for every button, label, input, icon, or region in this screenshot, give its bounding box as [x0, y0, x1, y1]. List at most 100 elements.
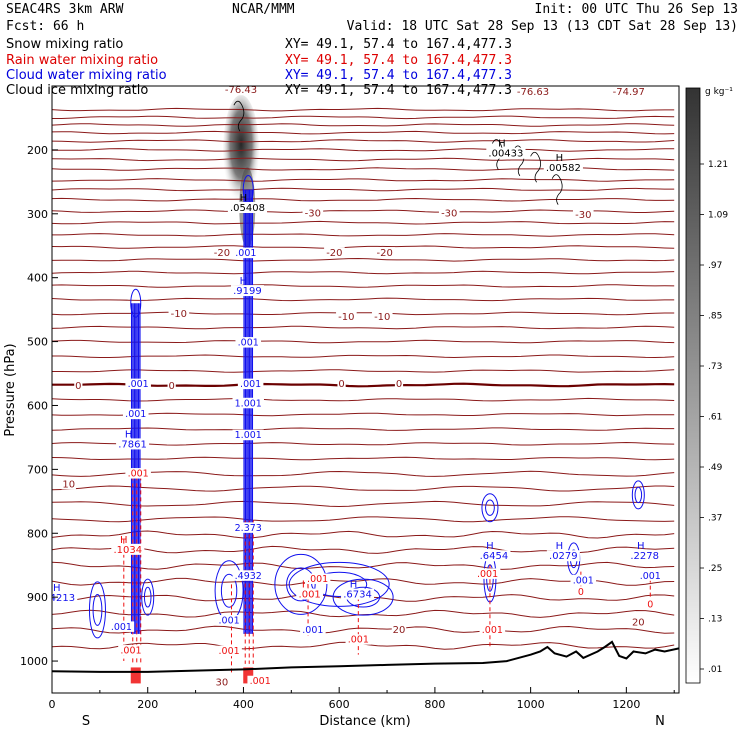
rain-value-label: .001 [482, 625, 503, 636]
temperature-contour-line [52, 427, 675, 431]
temperature-contour-label: 30 [216, 677, 229, 688]
temperature-contour-label-bg [61, 478, 76, 490]
y-tick-label: 400 [27, 272, 48, 285]
y-tick-label: 500 [27, 336, 48, 349]
cloud-water-contour [143, 586, 152, 608]
rain-value-label-bg [216, 645, 242, 657]
x-tick-label: 400 [233, 698, 254, 711]
x-tick-label: 800 [424, 698, 445, 711]
cloud-value-label: .001 [128, 379, 149, 390]
cloud-water-maximum-value: .9199 [233, 286, 262, 297]
temperature-contour-label-bg [324, 247, 345, 259]
temperature-contour-line [52, 115, 675, 120]
temperature-contour-label-bg [168, 307, 190, 319]
cloud-water-maximum-value: .4213 [46, 593, 75, 604]
temperature-contour-label-bg [391, 624, 407, 636]
cloud-ice-maximum-value: .00582 [546, 163, 581, 174]
temperature-contour-label-bg [438, 207, 460, 219]
colorbar-tick-label: 1.09 [708, 211, 728, 221]
cloud-water-contour [311, 571, 368, 597]
temperature-contour-label-bg [214, 676, 230, 688]
temperature-contour-line [52, 148, 675, 152]
legend-cloud-label: Cloud water mixing ratio [6, 68, 167, 83]
temperature-contours [52, 100, 675, 650]
temperature-contour-label-bg [221, 86, 261, 96]
temperature-contour-line [52, 530, 675, 539]
colorbar-tick-label: .37 [708, 514, 722, 524]
rain-value-label: .001 [307, 574, 328, 585]
temperature-contour-line [52, 220, 675, 225]
temperature-contour-label: 0 [168, 381, 174, 392]
temperature-contour-label-bg [302, 207, 324, 219]
cloud-value-label: .4932 [235, 571, 262, 582]
cloud-water-maximum-value: .0279 [549, 551, 578, 562]
temperature-contour-line [52, 561, 675, 570]
temperature-contour-label: 20 [632, 617, 645, 628]
cloud-value-label-bg [232, 397, 264, 409]
cloud-water-contour [481, 493, 499, 523]
cloud-value-label: .001 [240, 379, 261, 390]
cloud-water-maximum-marker: H [486, 541, 494, 552]
temperature-contour-label: -20 [214, 248, 230, 259]
temperature-contour-label: -30 [575, 210, 591, 221]
colorbar-tick-label: .49 [708, 463, 723, 473]
temperature-contour-line [52, 456, 675, 461]
header-model: SEAC4RS 3km ARW [6, 2, 124, 17]
temperature-contour-label-bg [337, 378, 346, 390]
header-valid: Valid: 18 UTC Sat 28 Sep 13 (13 CDT Sat … [347, 19, 738, 34]
x-tick-label: 200 [137, 698, 158, 711]
rain-value-label: 0 [578, 587, 584, 598]
cloud-water-contour [485, 499, 495, 516]
temperature-contour-line [52, 157, 675, 162]
temperature-contour-line [52, 284, 675, 288]
temperature-contour-line [52, 397, 675, 402]
cloud-water-maximum-marker: H [350, 580, 358, 591]
colorbar-gradient [685, 87, 701, 684]
cloud-value-label: .001 [238, 338, 259, 349]
snow-maximum-value-bg [227, 202, 268, 214]
cloud-value-label: .001 [573, 575, 594, 586]
x-tick-label: 1200 [612, 698, 640, 711]
rain-maximum-value: .1034 [113, 545, 142, 556]
cloud-water-contour [634, 486, 643, 504]
y-tick-label: 200 [27, 144, 48, 157]
freezing-level-contour [52, 382, 675, 388]
y-tick-label: 900 [27, 591, 48, 604]
temperature-contour-label: -74.97 [613, 87, 645, 98]
x-axis-label: Distance (km) [319, 714, 410, 729]
temperature-contour-line [52, 187, 675, 192]
temperature-contour-line [52, 209, 675, 214]
temperature-contour-label-bg [609, 86, 649, 98]
temperature-contour-line [52, 625, 675, 634]
temperature-contour-label-bg [572, 208, 594, 220]
cloud-water-contour [92, 594, 103, 626]
cloud-value-label: .001 [219, 616, 240, 627]
colorbar-tick-label: .01 [708, 665, 722, 675]
cloud-water-maximum-value-bg [52, 591, 78, 603]
cloud-water-contour [141, 578, 155, 616]
temperature-contour-line [52, 545, 675, 554]
cloud-value-label: 1.001 [235, 430, 262, 441]
cloud-water-maximum-marker: H [556, 541, 564, 552]
rain-maximum-value-bg [296, 588, 324, 600]
cloud-water-maximum-value: .6454 [480, 551, 509, 562]
temperature-contour-line [52, 516, 675, 523]
cloud-water-maximum-marker: H [240, 276, 248, 287]
temperature-contour-label-bg [631, 616, 646, 628]
temperature-contour-label: 0 [338, 379, 344, 390]
temperature-contour-line [52, 500, 675, 508]
colorbar-tick-label: .73 [708, 362, 722, 372]
cloud-water-contour [332, 578, 394, 616]
plot-frame [51, 85, 680, 694]
temperature-contour-line [52, 233, 675, 237]
cloud-ice-maximum-value: .00433 [488, 149, 523, 160]
rain-value-label-bg [345, 634, 372, 645]
legend-snow-xy: XY= 49.1, 57.4 to 167.4,477.3 [285, 37, 512, 52]
cloud-value-label: 2.373 [235, 523, 262, 534]
cloud-value-label-bg [232, 570, 264, 581]
cloud-value-label-bg [232, 429, 264, 441]
temperature-contour-line [52, 130, 675, 135]
header-center: NCAR/MMM [232, 2, 295, 17]
